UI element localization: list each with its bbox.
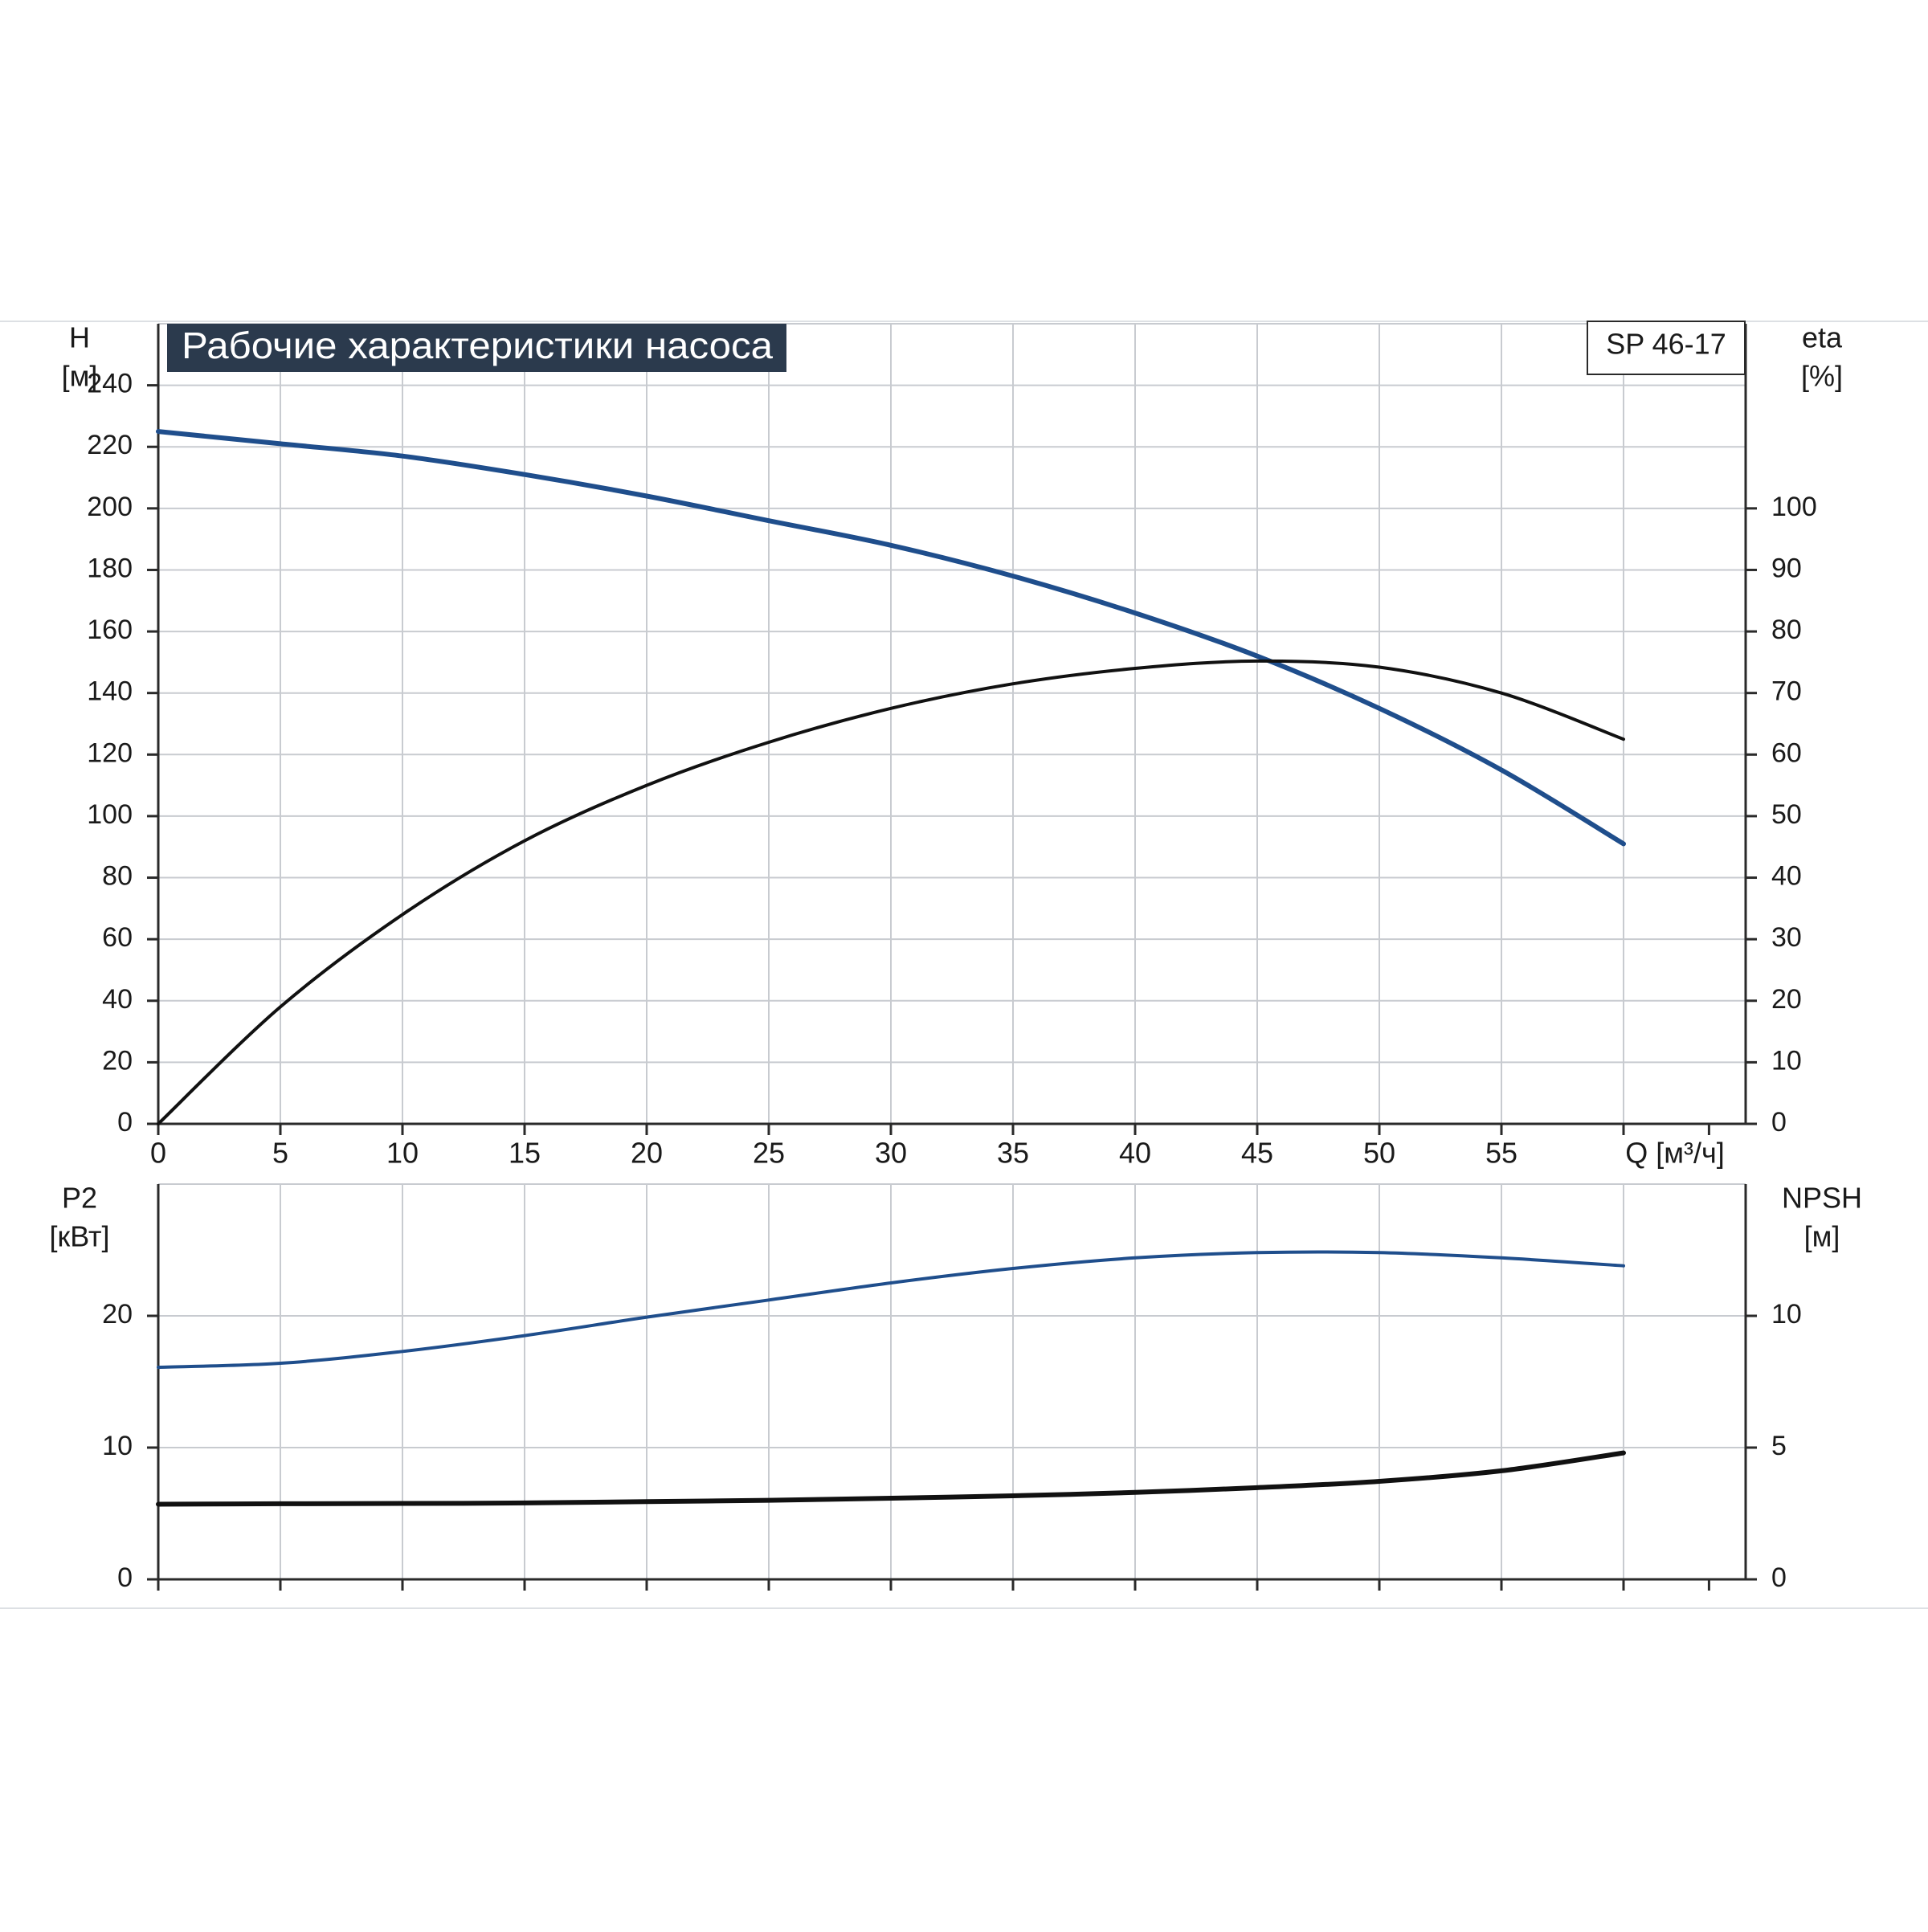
- left-tick-label: 20: [102, 1299, 133, 1330]
- x-tick-label: 40: [1119, 1137, 1151, 1170]
- left-tick-label: 220: [87, 430, 133, 460]
- x-tick-label: 45: [1241, 1137, 1273, 1170]
- right-axis-unit: [%]: [1801, 360, 1843, 393]
- upper-panel: 0204060801001201401601802002202400102030…: [62, 321, 1843, 1138]
- right-tick-label: 100: [1771, 492, 1817, 522]
- left-axis-title: H: [69, 321, 90, 354]
- x-tick-label: 5: [272, 1137, 288, 1170]
- right-tick-label: 70: [1771, 676, 1802, 707]
- right-tick-label: 10: [1771, 1045, 1802, 1076]
- right-tick-label: 0: [1771, 1107, 1787, 1138]
- left-axis-title: P2: [62, 1182, 97, 1215]
- right-axis-unit: [м]: [1804, 1220, 1840, 1253]
- x-tick-label: 15: [509, 1137, 541, 1170]
- left-tick-label: 60: [102, 922, 133, 953]
- left-axis-unit: [кВт]: [49, 1220, 109, 1253]
- x-tick-label: 25: [753, 1137, 785, 1170]
- left-tick-label: 80: [102, 861, 133, 892]
- left-axis-unit: [м]: [62, 360, 98, 393]
- right-tick-label: 30: [1771, 922, 1802, 953]
- left-tick-label: 160: [87, 615, 133, 645]
- left-tick-label: 120: [87, 737, 133, 768]
- left-tick-label: 0: [117, 1562, 133, 1593]
- x-tick-label: 30: [875, 1137, 907, 1170]
- left-tick-label: 0: [117, 1107, 133, 1138]
- model-label: SP 46-17: [1606, 328, 1726, 361]
- right-tick-label: 40: [1771, 861, 1802, 892]
- x-tick-label: 10: [386, 1137, 419, 1170]
- left-tick-label: 10: [102, 1431, 133, 1461]
- right-tick-label: 50: [1771, 799, 1802, 830]
- right-tick-label: 80: [1771, 615, 1802, 645]
- right-tick-label: 10: [1771, 1299, 1802, 1330]
- x-tick-label: 0: [150, 1137, 166, 1170]
- x-axis-title: Q [м³/ч]: [1625, 1137, 1725, 1170]
- left-tick-label: 200: [87, 492, 133, 522]
- right-axis-title: NPSH: [1782, 1182, 1862, 1215]
- chart-title: Рабочие характеристики насоса: [182, 325, 773, 366]
- left-tick-label: 20: [102, 1045, 133, 1076]
- right-tick-label: 20: [1771, 984, 1802, 1015]
- left-tick-label: 140: [87, 676, 133, 707]
- right-tick-label: 0: [1771, 1562, 1787, 1593]
- left-tick-label: 180: [87, 553, 133, 583]
- right-axis-title: eta: [1802, 321, 1843, 354]
- left-tick-label: 40: [102, 984, 133, 1015]
- right-tick-label: 90: [1771, 553, 1802, 583]
- x-tick-label: 20: [631, 1137, 663, 1170]
- x-tick-label: 35: [997, 1137, 1029, 1170]
- x-tick-label: 55: [1485, 1137, 1517, 1170]
- x-tick-label: 50: [1363, 1137, 1395, 1170]
- lower-panel: 0 10 20 0 5 10 P2 [кВт] NPSH [м]: [49, 1182, 1862, 1593]
- left-tick-label: 100: [87, 799, 133, 830]
- right-tick-label: 5: [1771, 1431, 1787, 1461]
- right-tick-label: 60: [1771, 737, 1802, 768]
